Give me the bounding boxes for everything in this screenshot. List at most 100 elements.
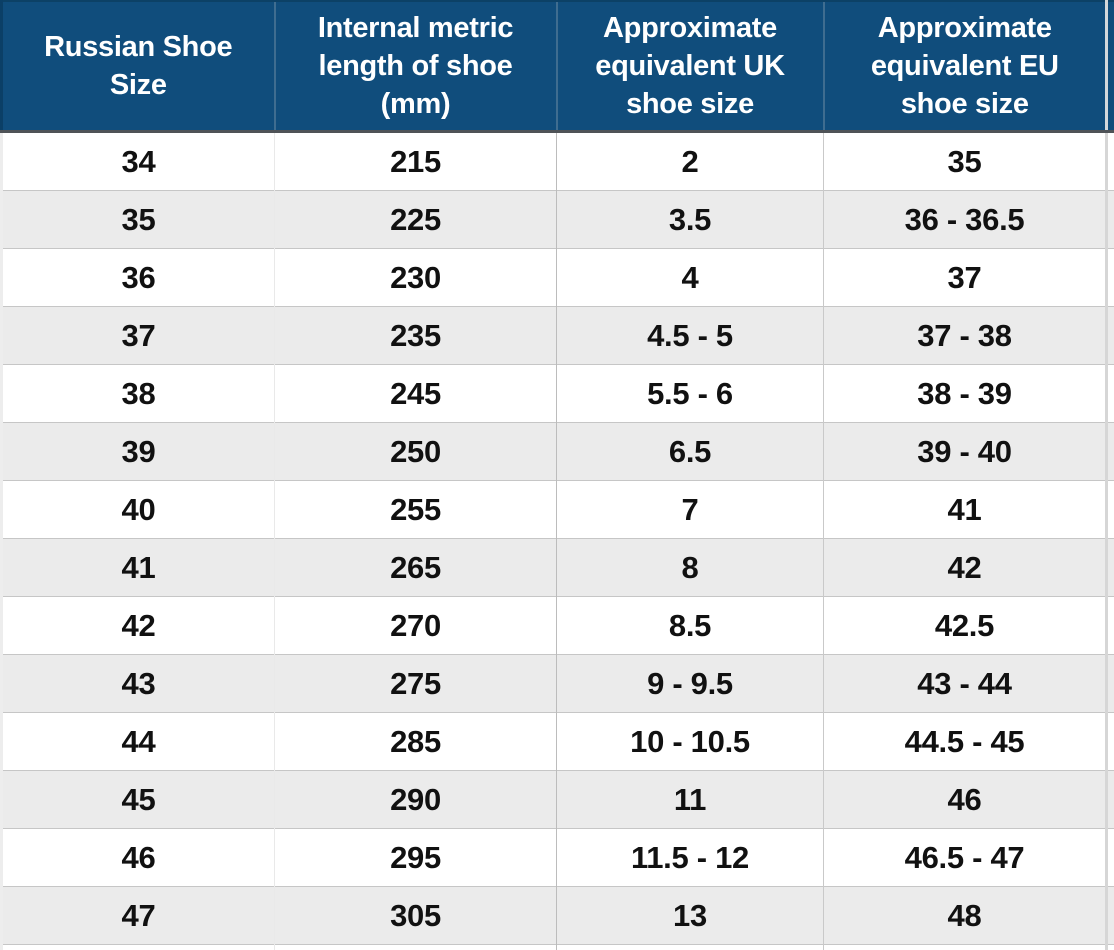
table-row: 43 275 9 - 9.5 43 - 44 [0, 654, 1114, 713]
cell-eu-size: 48 [823, 886, 1107, 945]
column-header-cropped [1105, 0, 1114, 133]
cell-cropped [1105, 190, 1114, 249]
table-row: 45 290 11 46 [0, 770, 1114, 829]
cell-uk-size: 10 - 10.5 [556, 712, 824, 771]
cell-russian-size: 43 [0, 654, 275, 713]
cell-cropped [556, 944, 824, 950]
cell-russian-size: 42 [0, 596, 275, 655]
cell-cropped [1105, 770, 1114, 829]
cell-metric-length: 265 [274, 538, 557, 597]
table-row: 37 235 4.5 - 5 37 - 38 [0, 306, 1114, 365]
cell-russian-size: 37 [0, 306, 275, 365]
cell-eu-size: 46 [823, 770, 1107, 829]
cell-cropped [1105, 248, 1114, 307]
cell-uk-size: 4 [556, 248, 824, 307]
cell-uk-size: 5.5 - 6 [556, 364, 824, 423]
cell-cropped [1105, 654, 1114, 713]
cell-uk-size: 8 [556, 538, 824, 597]
table-row: 40 255 7 41 [0, 480, 1114, 539]
cell-russian-size: 34 [0, 131, 275, 191]
table-body: 34 215 2 35 35 225 3.5 36 - 36.5 36 230 4 37 37 235 4.… [0, 131, 1114, 950]
cell-metric-length: 285 [274, 712, 557, 771]
cell-cropped [1105, 596, 1114, 655]
cell-metric-length: 245 [274, 364, 557, 423]
cell-uk-size: 2 [556, 131, 824, 191]
cell-russian-size: 44 [0, 712, 275, 771]
column-header-russian-size: Russian Shoe Size [0, 0, 275, 133]
cell-metric-length: 225 [274, 190, 557, 249]
cell-cropped [1105, 538, 1114, 597]
cell-russian-size: 38 [0, 364, 275, 423]
cell-eu-size: 43 - 44 [823, 654, 1107, 713]
table-row: 35 225 3.5 36 - 36.5 [0, 190, 1114, 249]
cell-uk-size: 11.5 - 12 [556, 828, 824, 887]
cell-russian-size: 47 [0, 886, 275, 945]
cell-cropped [1105, 712, 1114, 771]
cell-russian-size: 45 [0, 770, 275, 829]
cell-eu-size: 36 - 36.5 [823, 190, 1107, 249]
cell-uk-size: 13 [556, 886, 824, 945]
table-row: 47 305 13 48 [0, 886, 1114, 945]
cell-metric-length: 290 [274, 770, 557, 829]
column-header-eu-size: Approximate equivalent EU shoe size [822, 0, 1107, 133]
cell-uk-size: 11 [556, 770, 824, 829]
cell-cropped [1105, 944, 1114, 950]
cell-cropped [1105, 828, 1114, 887]
table-row: 44 285 10 - 10.5 44.5 - 45 [0, 712, 1114, 771]
table-row: 42 270 8.5 42.5 [0, 596, 1114, 655]
cell-eu-size: 35 [823, 131, 1107, 191]
table-row: 36 230 4 37 [0, 248, 1114, 307]
cell-metric-length: 275 [274, 654, 557, 713]
cell-metric-length: 295 [274, 828, 557, 887]
cell-metric-length: 270 [274, 596, 557, 655]
table-row-partial [0, 944, 1114, 950]
cell-russian-size: 39 [0, 422, 275, 481]
cell-cropped [274, 944, 557, 950]
cell-cropped [0, 944, 275, 950]
cell-metric-length: 235 [274, 306, 557, 365]
cell-cropped [1105, 422, 1114, 481]
cell-cropped [1105, 306, 1114, 365]
table-row: 34 215 2 35 [0, 131, 1114, 191]
cell-cropped [1105, 480, 1114, 539]
table-row: 39 250 6.5 39 - 40 [0, 422, 1114, 481]
cell-eu-size: 44.5 - 45 [823, 712, 1107, 771]
cell-uk-size: 8.5 [556, 596, 824, 655]
table-row: 41 265 8 42 [0, 538, 1114, 597]
cell-eu-size: 39 - 40 [823, 422, 1107, 481]
cell-russian-size: 41 [0, 538, 275, 597]
cell-eu-size: 37 [823, 248, 1107, 307]
cell-eu-size: 38 - 39 [823, 364, 1107, 423]
cell-cropped [1105, 886, 1114, 945]
cell-eu-size: 42 [823, 538, 1107, 597]
table-header: Russian Shoe Size Internal metric length… [0, 0, 1114, 133]
cell-metric-length: 305 [274, 886, 557, 945]
cell-russian-size: 35 [0, 190, 275, 249]
cell-eu-size: 37 - 38 [823, 306, 1107, 365]
cell-cropped [823, 944, 1107, 950]
cell-russian-size: 46 [0, 828, 275, 887]
cell-metric-length: 255 [274, 480, 557, 539]
cell-eu-size: 42.5 [823, 596, 1107, 655]
cell-uk-size: 9 - 9.5 [556, 654, 824, 713]
column-header-uk-size: Approximate equivalent UK shoe size [555, 0, 824, 133]
cell-cropped [1105, 131, 1114, 191]
column-header-metric-length: Internal metric length of shoe (mm) [273, 0, 557, 133]
cell-eu-size: 41 [823, 480, 1107, 539]
table-row: 46 295 11.5 - 12 46.5 - 47 [0, 828, 1114, 887]
cell-metric-length: 215 [274, 131, 557, 191]
cell-russian-size: 36 [0, 248, 275, 307]
cell-eu-size: 46.5 - 47 [823, 828, 1107, 887]
cell-metric-length: 230 [274, 248, 557, 307]
header-row: Russian Shoe Size Internal metric length… [0, 0, 1114, 133]
cell-uk-size: 6.5 [556, 422, 824, 481]
cell-uk-size: 3.5 [556, 190, 824, 249]
cell-metric-length: 250 [274, 422, 557, 481]
cell-cropped [1105, 364, 1114, 423]
cell-russian-size: 40 [0, 480, 275, 539]
cell-uk-size: 7 [556, 480, 824, 539]
table-row: 38 245 5.5 - 6 38 - 39 [0, 364, 1114, 423]
cell-uk-size: 4.5 - 5 [556, 306, 824, 365]
